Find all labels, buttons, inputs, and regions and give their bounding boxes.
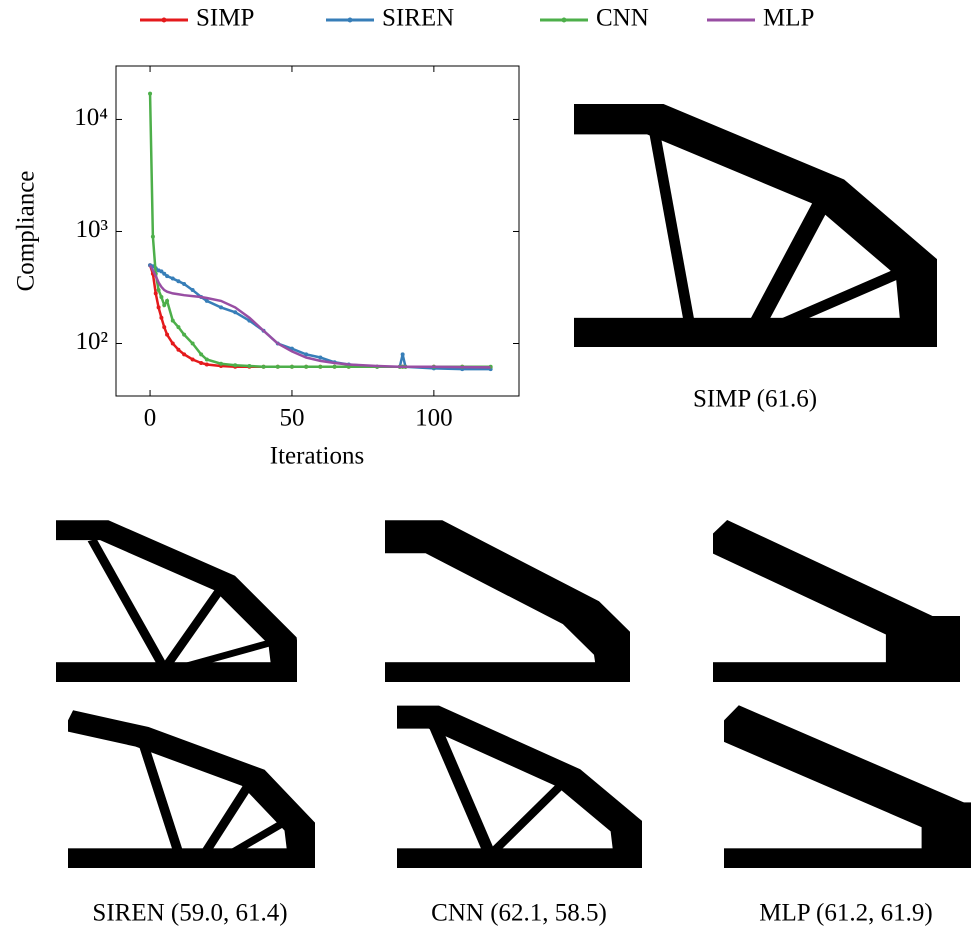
legend-label: SIMP xyxy=(196,5,254,32)
point xyxy=(165,274,170,279)
legend-marker xyxy=(161,17,167,23)
point xyxy=(219,305,224,310)
x-axis-label: Iterations xyxy=(270,443,364,470)
point xyxy=(332,364,337,369)
point xyxy=(170,318,175,323)
point xyxy=(176,347,181,352)
point xyxy=(190,357,195,362)
point xyxy=(162,303,167,308)
point xyxy=(176,325,181,330)
point xyxy=(275,364,280,369)
point xyxy=(400,352,405,357)
point xyxy=(304,364,309,369)
point xyxy=(150,234,155,239)
point xyxy=(304,352,309,357)
caption: CNN (62.1, 58.5) xyxy=(431,900,607,927)
structure-image xyxy=(397,705,642,868)
x-tick-label: 100 xyxy=(415,405,453,432)
point xyxy=(199,360,204,365)
point xyxy=(159,315,164,320)
point xyxy=(199,352,204,357)
point xyxy=(247,363,252,368)
point xyxy=(182,352,187,357)
point xyxy=(156,288,161,293)
legend-marker xyxy=(347,17,353,23)
x-tick-label: 50 xyxy=(279,405,304,432)
caption: SIREN (59.0, 61.4) xyxy=(92,900,287,927)
y-tick-label: 10⁴ xyxy=(74,104,108,131)
point xyxy=(165,332,170,337)
point xyxy=(148,91,153,96)
point xyxy=(170,341,175,346)
series-line xyxy=(148,93,491,369)
point xyxy=(159,269,164,274)
y-axis-label: Compliance xyxy=(13,171,40,292)
point xyxy=(261,364,266,369)
y-tick-label: 10³ xyxy=(76,216,109,243)
y-tick-label: 10² xyxy=(76,328,109,355)
series-line xyxy=(148,264,491,369)
series-line xyxy=(148,264,491,369)
legend-label: MLP xyxy=(763,5,814,32)
point xyxy=(182,281,187,286)
structure-image xyxy=(713,519,960,682)
structure-image xyxy=(574,104,937,347)
point xyxy=(156,305,161,310)
point xyxy=(233,363,238,368)
point xyxy=(204,298,209,303)
point xyxy=(204,362,209,367)
point xyxy=(170,276,175,281)
point xyxy=(204,357,209,362)
caption: MLP (61.2, 61.9) xyxy=(759,900,932,927)
point xyxy=(289,364,294,369)
caption: SIMP (61.6) xyxy=(693,386,817,413)
structure-image xyxy=(385,520,630,682)
point xyxy=(162,325,167,330)
point xyxy=(190,341,195,346)
point xyxy=(165,298,170,303)
legend-label: SIREN xyxy=(382,5,454,32)
structure-image xyxy=(56,520,297,682)
point xyxy=(182,332,187,337)
structure-image xyxy=(68,710,315,868)
point xyxy=(318,364,323,369)
point xyxy=(318,355,323,360)
point xyxy=(159,295,164,300)
structure-image xyxy=(724,705,971,868)
point xyxy=(176,279,181,284)
point xyxy=(219,361,224,366)
point xyxy=(190,288,195,293)
x-tick-label: 0 xyxy=(144,405,157,432)
legend-label: CNN xyxy=(596,5,649,32)
legend-marker xyxy=(561,17,567,23)
point xyxy=(153,291,158,296)
point xyxy=(233,310,238,315)
point xyxy=(162,271,167,276)
